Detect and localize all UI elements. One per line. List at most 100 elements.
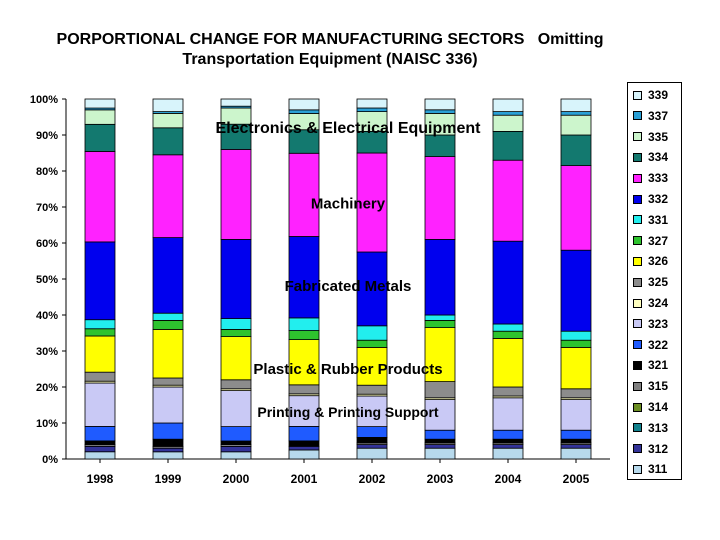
x-tick-label: 1998 [87,472,114,486]
bar-segment-331-2000 [220,318,252,330]
y-tick-label: 50% [36,274,58,286]
bar-segment-333-1998 [84,151,116,243]
bar-segment-333-1999 [152,154,184,239]
bar-segment-323-2001 [288,395,320,427]
legend-label: 335 [648,129,669,144]
bar-segment-332-2003 [424,238,456,316]
bar-segment-322-2000 [220,426,252,442]
legend-swatch [633,423,642,433]
bar-segment-325-2001 [288,384,320,395]
x-tick-label: 2001 [291,472,318,486]
bar-segment-311-1998 [84,451,116,460]
legend-swatch [633,194,642,204]
legend-item-334: 334 [633,147,668,167]
legend-item-324: 324 [633,293,668,313]
bar-segment-337-2002 [356,107,388,112]
bar-segment-334-2003 [424,134,456,158]
y-tick-label: 90% [36,130,58,142]
bar-segment-327-2001 [288,330,320,341]
x-tick-label: 2005 [563,472,590,486]
legend-swatch [633,340,642,350]
bar-segment-332-2001 [288,236,320,319]
bar-segment-323-2005 [560,399,592,431]
bar-segment-333-2001 [288,152,320,237]
bar-segment-323-2000 [220,390,252,428]
bar-segment-325-2002 [356,384,388,395]
bar-segment-322-2005 [560,429,592,440]
bar-segment-322-2002 [356,426,388,438]
legend-swatch [633,402,642,412]
bar-segment-322-2001 [288,426,320,442]
bar-segment-333-2003 [424,156,456,240]
legend-label: 325 [648,275,669,290]
y-tick-label: 10% [36,418,58,430]
x-tick-label: 2000 [223,472,250,486]
bar-segment-312-2002 [356,444,388,449]
bar-segment-326-2003 [424,327,456,383]
bar-segment-321-2005 [560,438,592,444]
legend-swatch [633,381,642,391]
legend-swatch [633,111,642,121]
bar-segment-339-2005 [560,98,592,113]
legend-swatch [633,256,642,266]
y-tick-label: 70% [36,202,58,214]
legend-swatch [633,298,642,308]
bar-segment-331-1998 [84,319,116,330]
bar-segment-321-1999 [152,438,184,447]
y-tick-label: 60% [36,238,58,250]
annotation-1: Machinery [311,195,386,212]
bar-segment-339-2003 [424,98,456,111]
bar-segment-335-2004 [492,114,524,132]
bar-segment-327-2000 [220,328,252,337]
bar-segment-337-2004 [492,111,524,116]
legend-swatch [633,444,642,454]
legend-label: 333 [648,171,669,186]
bar-segment-322-1999 [152,422,184,440]
bar-segment-323-1999 [152,386,184,424]
bar-segment-326-1999 [152,328,184,379]
y-tick-label: 20% [36,382,58,394]
bar-segment-325-2004 [492,386,524,397]
legend-label: 324 [648,296,669,310]
bar-segment-339-2000 [220,98,252,107]
bar-segment-335-1999 [152,113,184,129]
bar-segment-327-1999 [152,319,184,330]
legend-swatch [633,277,642,287]
legend-label: 339 [648,88,669,102]
bar-segment-334-2004 [492,130,524,161]
y-tick-label: 30% [36,346,58,358]
bar-segment-312-2004 [492,444,524,449]
bar-segment-321-2001 [288,440,320,447]
legend-swatch [633,90,642,100]
x-tick-label: 2003 [427,472,454,486]
legend-item-322: 322 [633,335,668,355]
legend-item-312: 312 [633,439,668,459]
annotation-0: Electronics & Electrical Equipment [216,120,482,137]
bar-segment-322-1998 [84,426,116,442]
bar-segment-327-1998 [84,328,116,337]
bar-segment-321-2002 [356,436,388,444]
bar-segment-326-2005 [560,346,592,390]
bar-segment-312-1998 [84,445,116,453]
bar-segment-323-2003 [424,399,456,431]
bar-segment-321-2004 [492,438,524,444]
legend-label: 322 [648,337,669,352]
bar-segment-321-1998 [84,440,116,445]
bar-segment-325-2000 [220,379,252,390]
bar-segment-325-1999 [152,377,184,386]
legend-item-314: 314 [633,397,668,417]
x-tick-label: 1999 [155,472,182,486]
legend-swatch [633,319,642,329]
bar-segment-311-2001 [288,449,320,460]
legend-label: 314 [648,400,669,414]
legend-label: 326 [648,254,669,269]
bar-segment-323-2002 [356,395,388,428]
legend-swatch [633,464,642,474]
bar-segment-321-2000 [220,440,252,445]
annotation-2: Fabricated Metals [285,278,412,295]
bar-segment-311-2005 [560,447,592,460]
y-tick-label: 0% [42,454,58,466]
bar-segment-331-2002 [356,325,388,341]
bar-segment-327-2005 [560,339,592,348]
bar-segment-333-2002 [356,152,388,253]
